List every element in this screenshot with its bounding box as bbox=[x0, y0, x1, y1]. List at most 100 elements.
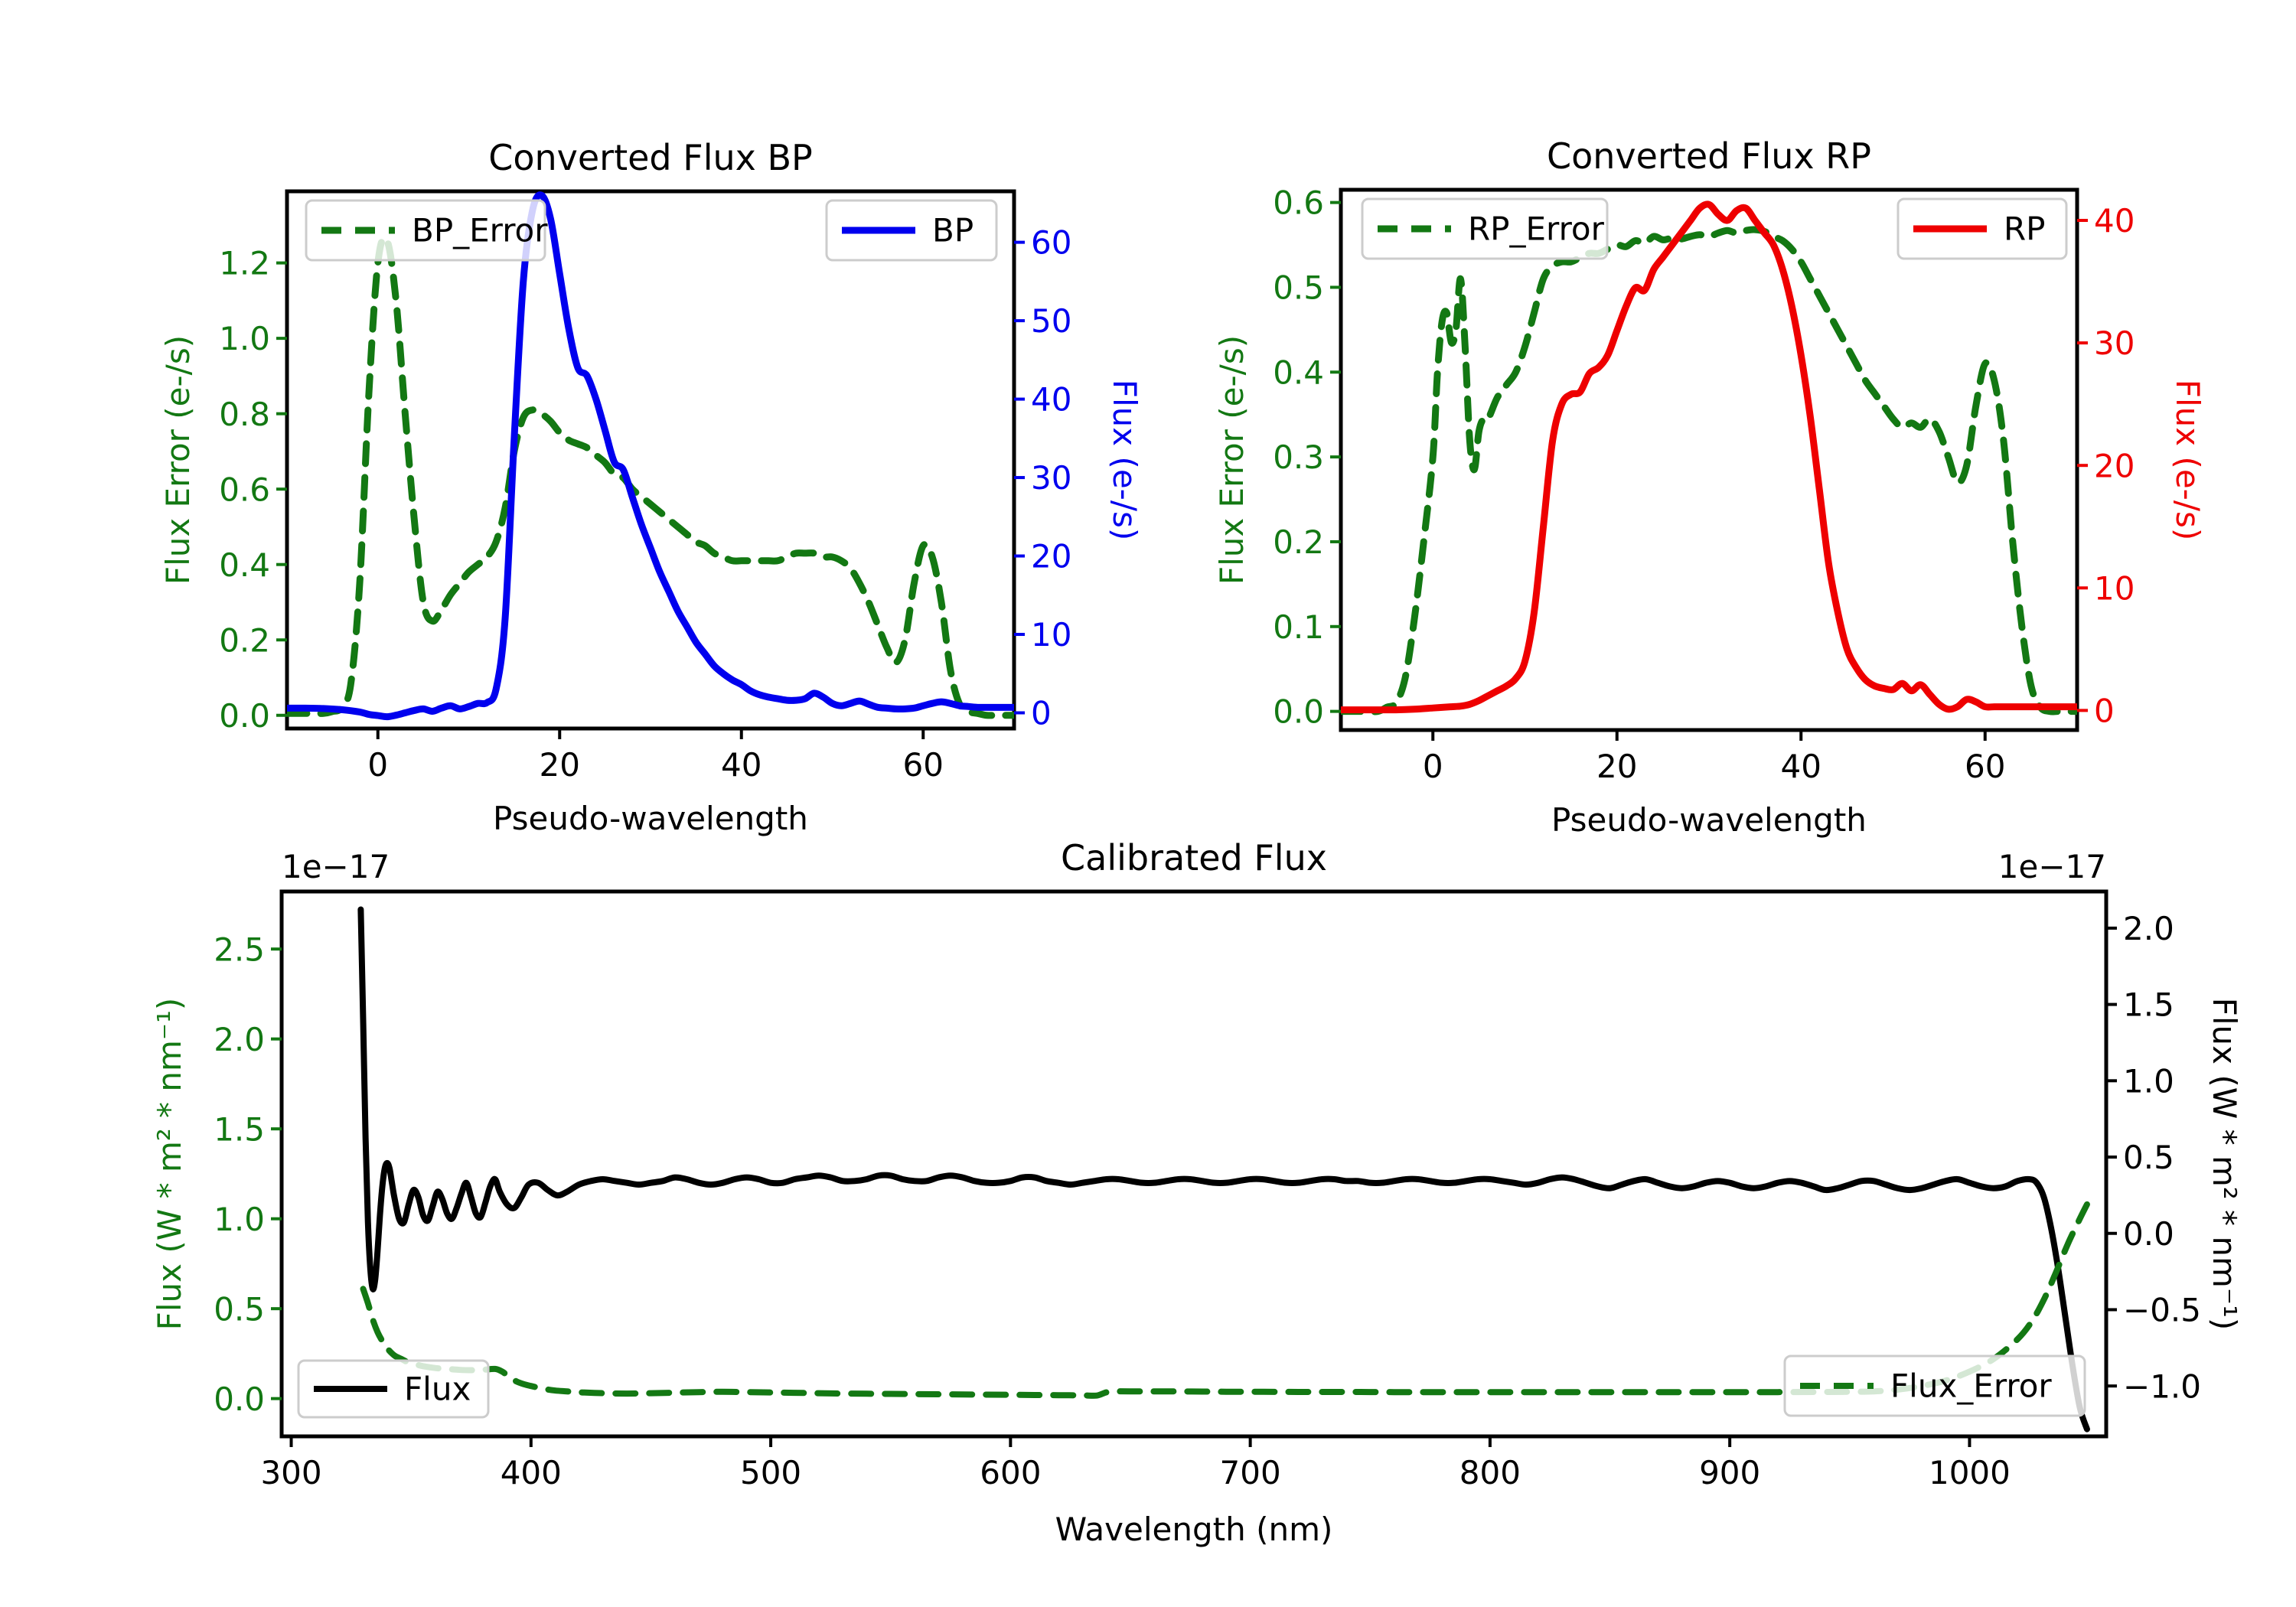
plot-frame bbox=[1339, 187, 2079, 732]
x-axis-label: Wavelength (nm) bbox=[1055, 1511, 1333, 1548]
panel-converted-flux-bp: Converted Flux BP 0 20 40 60 0.0 0.2 0.4 0.6 0.8 1… bbox=[0, 0, 1163, 857]
chart-title: Calibrated Flux bbox=[1061, 837, 1327, 878]
y-tick-label-right: 0 bbox=[1031, 695, 1052, 732]
chart-converted-flux-bp: Converted Flux BP 0 20 40 60 0.0 0.2 0.4 0.6 0.8 1… bbox=[159, 137, 1143, 837]
plot-frame bbox=[285, 189, 1016, 731]
legend-box bbox=[305, 199, 546, 262]
x-tick-label: 800 bbox=[1459, 1454, 1521, 1491]
chart-title: Converted Flux RP bbox=[1547, 135, 1871, 177]
y-tick-label-left: 0.2 bbox=[1273, 523, 1324, 561]
x-tick-label: 900 bbox=[1699, 1454, 1760, 1491]
y-tick-label-right: 0.5 bbox=[2123, 1139, 2174, 1176]
y-tick-label-right: 20 bbox=[2094, 447, 2135, 484]
y-tick-label-right: −1.0 bbox=[2123, 1367, 2201, 1405]
y-axis-offset-label-left: 1e−17 bbox=[282, 848, 390, 885]
x-tick-label: 20 bbox=[540, 746, 580, 784]
axis-ticks: 0 20 40 60 0.0 0.1 0.2 0.3 0.4 0.5 0.6 0 10 20 30 40 bbox=[1273, 184, 2135, 785]
x-tick-label: 300 bbox=[260, 1454, 321, 1491]
y-tick-label-right: −0.5 bbox=[2123, 1292, 2201, 1329]
legend-flux[interactable]: Flux bbox=[297, 1359, 490, 1419]
series-line-bp_error bbox=[287, 233, 1014, 719]
y-tick-label-left: 0.6 bbox=[1273, 184, 1324, 222]
y-tick-label-left: 0.0 bbox=[219, 697, 270, 735]
x-tick-label: 40 bbox=[1781, 748, 1821, 785]
y-tick-label-left: 1.0 bbox=[214, 1201, 265, 1238]
x-tick-label: 20 bbox=[1596, 748, 1637, 785]
plot-frame bbox=[279, 889, 2108, 1439]
x-tick-label: 400 bbox=[501, 1454, 562, 1491]
x-tick-label: 600 bbox=[980, 1454, 1041, 1491]
panel-calibrated-flux: Calibrated Flux 1e−17 1e−17 300 400 500 600 700… bbox=[0, 826, 2296, 1607]
x-tick-label: 0 bbox=[1423, 748, 1443, 785]
y-tick-label-left: 2.5 bbox=[214, 931, 265, 968]
y-tick-label-left: 0.0 bbox=[1273, 693, 1324, 731]
y-tick-label-left: 0.1 bbox=[1273, 608, 1324, 646]
legend-rp_error[interactable]: RP_Error bbox=[1361, 197, 1609, 260]
y-tick-label-right: 30 bbox=[2094, 324, 2135, 362]
legend-flux_error[interactable]: Flux_Error bbox=[1783, 1354, 2086, 1417]
x-tick-label: 40 bbox=[721, 746, 762, 784]
x-tick-label: 500 bbox=[740, 1454, 801, 1491]
y-tick-label-right: 1.0 bbox=[2123, 1062, 2174, 1100]
y-tick-label-left: 0.0 bbox=[214, 1380, 265, 1418]
y-axis-offset-label-right: 1e−17 bbox=[1998, 848, 2106, 885]
y-axis-label-right: Flux (e-/s) bbox=[1106, 380, 1143, 540]
series-line-bp bbox=[287, 191, 1014, 721]
y-tick-label-right: 10 bbox=[1031, 616, 1071, 654]
y-tick-label-right: 0 bbox=[2094, 693, 2115, 730]
y-tick-label-left: 2.0 bbox=[214, 1021, 265, 1058]
legend-rp[interactable]: RP bbox=[1896, 197, 2068, 260]
chart-converted-flux-rp: Converted Flux RP0 20 40 600.00.10.20.30.40… bbox=[1213, 135, 2206, 839]
x-tick-label: 700 bbox=[1220, 1454, 1281, 1491]
series-line-flux bbox=[357, 906, 2090, 1433]
x-tick-label: 60 bbox=[903, 746, 944, 784]
x-tick-label: 0 bbox=[367, 746, 388, 784]
axis-ticks: 0 20 40 60 0.0 0.2 0.4 0.6 0.8 1.0 1.2 0 10 20 30 40 50 6… bbox=[219, 224, 1071, 784]
legend-box bbox=[1361, 197, 1609, 260]
legend-label: Flux bbox=[404, 1371, 471, 1408]
y-tick-label-left: 0.4 bbox=[1273, 354, 1324, 391]
y-tick-label-left: 0.3 bbox=[1273, 438, 1324, 476]
y-tick-label-left: 0.5 bbox=[1273, 269, 1324, 307]
data-series-group bbox=[357, 906, 2090, 1433]
y-axis-label-left: Flux Error (e-/s) bbox=[159, 335, 197, 585]
y-tick-label-right: 50 bbox=[1031, 302, 1071, 340]
y-tick-label-left: 0.8 bbox=[219, 396, 270, 433]
legend-bp_error[interactable]: BP_Error bbox=[305, 199, 548, 262]
legend-label: RP bbox=[2004, 210, 2046, 248]
x-tick-label: 1000 bbox=[1929, 1454, 2011, 1491]
data-series-group bbox=[1341, 200, 2077, 715]
y-tick-label-right: 0.0 bbox=[2123, 1215, 2174, 1253]
legend-box bbox=[297, 1359, 490, 1419]
y-tick-label-right: 30 bbox=[1031, 459, 1071, 497]
y-axis-label-left: Flux Error (e-/s) bbox=[1213, 335, 1251, 585]
chart-title: Converted Flux BP bbox=[488, 137, 813, 178]
y-tick-label-right: 10 bbox=[2094, 569, 2135, 607]
y-tick-label-left: 1.0 bbox=[219, 320, 270, 357]
series-line-rp_error bbox=[1341, 226, 2077, 715]
y-tick-label-right: 40 bbox=[1031, 381, 1071, 419]
y-tick-label-left: 1.5 bbox=[214, 1110, 265, 1148]
axis-ticks: 300 400 500 600 700 800 900 1000 0.0 0.5 1.0 1.5 2.0… bbox=[214, 910, 2201, 1491]
legend-label: RP_Error bbox=[1468, 210, 1605, 248]
legend-label: BP bbox=[932, 212, 974, 249]
legend-label: Flux_Error bbox=[1890, 1367, 2052, 1405]
y-tick-label-right: 40 bbox=[2094, 202, 2135, 240]
legend-label: BP_Error bbox=[412, 212, 548, 249]
y-axis-label-right: Flux (W * m² * nm⁻¹) bbox=[2206, 998, 2243, 1331]
panel-converted-flux-rp: Converted Flux RP 0 20 40 60 0.0 0.1 0.2 0.3 0.4 0… bbox=[1133, 0, 2296, 857]
y-tick-label-right: 20 bbox=[1031, 538, 1071, 575]
y-axis-label-right: Flux (e-/s) bbox=[2169, 380, 2206, 540]
data-series-group bbox=[287, 191, 1014, 721]
y-tick-label-left: 0.6 bbox=[219, 471, 270, 508]
x-tick-label: 60 bbox=[1965, 748, 2005, 785]
y-axis-label-left: Flux (W * m² * nm⁻¹) bbox=[151, 998, 188, 1331]
series-line-rp bbox=[1341, 200, 2077, 714]
y-tick-label-left: 0.5 bbox=[214, 1290, 265, 1328]
legend-bp[interactable]: BP bbox=[825, 199, 998, 262]
y-tick-label-left: 0.2 bbox=[219, 621, 270, 659]
y-tick-label-right: 1.5 bbox=[2123, 986, 2174, 1024]
y-tick-label-right: 2.0 bbox=[2123, 910, 2174, 947]
y-tick-label-left: 0.4 bbox=[219, 546, 270, 584]
legend-box bbox=[1783, 1354, 2086, 1417]
